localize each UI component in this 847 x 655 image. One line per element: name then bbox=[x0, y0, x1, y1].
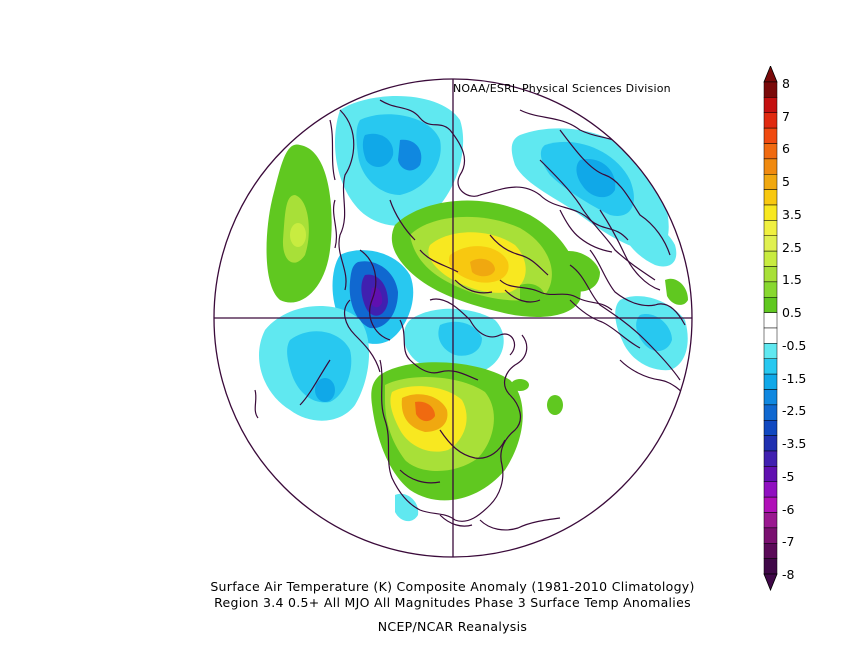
north-africa-cold-anomaly bbox=[615, 221, 688, 371]
colorbar-segment bbox=[763, 158, 778, 175]
colorbar-tick-label: -6 bbox=[782, 501, 795, 517]
north-canada-cold-anomaly bbox=[403, 308, 504, 374]
colorbar-tick-label: 2.5 bbox=[782, 239, 802, 255]
colorbar-tick-label: -0.5 bbox=[782, 337, 807, 353]
scandinavia-cold-anomaly bbox=[335, 96, 464, 226]
colorbar-segment bbox=[763, 235, 778, 252]
greenland-cold-anomaly bbox=[511, 128, 669, 251]
north-pacific-cold-anomaly bbox=[259, 306, 370, 421]
colorbar-segment bbox=[763, 543, 778, 559]
colorbar-segment bbox=[763, 266, 778, 283]
colorbar-tick-label: 8 bbox=[782, 76, 790, 91]
colorbar-segment bbox=[763, 420, 778, 436]
colorbar-segment bbox=[763, 312, 778, 329]
colorbar-tick-label: 7 bbox=[782, 108, 790, 124]
colorbar-segment bbox=[763, 450, 778, 467]
colorbar-segment bbox=[763, 358, 778, 375]
colorbar-tick-label: 5 bbox=[782, 174, 790, 190]
colorbar-tick-label: -5 bbox=[782, 468, 795, 484]
colorbar-segment bbox=[763, 373, 778, 390]
colorbar-segment bbox=[763, 527, 778, 544]
colorbar-segment bbox=[763, 512, 778, 529]
colorbar-tick-label: -3.5 bbox=[782, 436, 807, 452]
north-america-warm-anomaly bbox=[371, 362, 523, 501]
colorbar-segment bbox=[763, 174, 778, 190]
colorbar-segment bbox=[763, 435, 778, 452]
colorbar-segment bbox=[763, 466, 778, 482]
colorbar-segment bbox=[763, 389, 778, 406]
colorbar-segment bbox=[763, 481, 778, 498]
colorbar-segment bbox=[763, 496, 778, 513]
colorbar-tick-label: 0.5 bbox=[782, 305, 802, 321]
colorbar-segment bbox=[763, 204, 778, 221]
pacific-warm-anomaly bbox=[266, 144, 332, 303]
colorbar-segment bbox=[763, 97, 778, 113]
caption-line-3: NCEP/NCAR Reanalysis bbox=[377, 619, 528, 634]
colorbar-tick-label: 1.5 bbox=[782, 272, 802, 288]
colorbar-bottom-arrow bbox=[763, 573, 778, 592]
colorbar-tick-label: -2.5 bbox=[782, 403, 807, 419]
colorbar-tick-label: -1.5 bbox=[782, 370, 807, 386]
colorbar-top-arrow bbox=[763, 66, 778, 83]
colorbar-segment bbox=[763, 189, 778, 206]
colorbar-tick-label: 6 bbox=[782, 141, 790, 157]
colorbar-segment bbox=[763, 220, 778, 236]
colorbar-segment bbox=[763, 81, 778, 98]
caption-line-2: Region 3.4 0.5+ All MJO All Magnitudes P… bbox=[214, 595, 691, 610]
colorbar-tick-label: 3.5 bbox=[782, 206, 802, 222]
gulf-cold-anomaly bbox=[395, 379, 563, 522]
colorbar-segment bbox=[763, 343, 778, 359]
caption-line-1: Surface Air Temperature (K) Composite An… bbox=[210, 579, 695, 594]
colorbar-segment bbox=[763, 404, 778, 421]
colorbar-tick-label: -7 bbox=[782, 534, 795, 550]
colorbar-segment bbox=[763, 127, 778, 144]
colorbar-segment bbox=[763, 558, 778, 575]
colorbar-segment bbox=[763, 143, 778, 160]
colorbar-segment bbox=[763, 327, 778, 344]
colorbar-segment bbox=[763, 297, 778, 313]
colorbar-segment bbox=[763, 250, 778, 267]
credit-text: NOAA/ESRL Physical Sciences Division bbox=[453, 82, 671, 95]
colorbar-tick-label: -8 bbox=[782, 567, 795, 582]
colorbar-segment bbox=[763, 281, 778, 298]
colorbar-segment bbox=[763, 112, 778, 129]
colorbar bbox=[763, 66, 778, 592]
